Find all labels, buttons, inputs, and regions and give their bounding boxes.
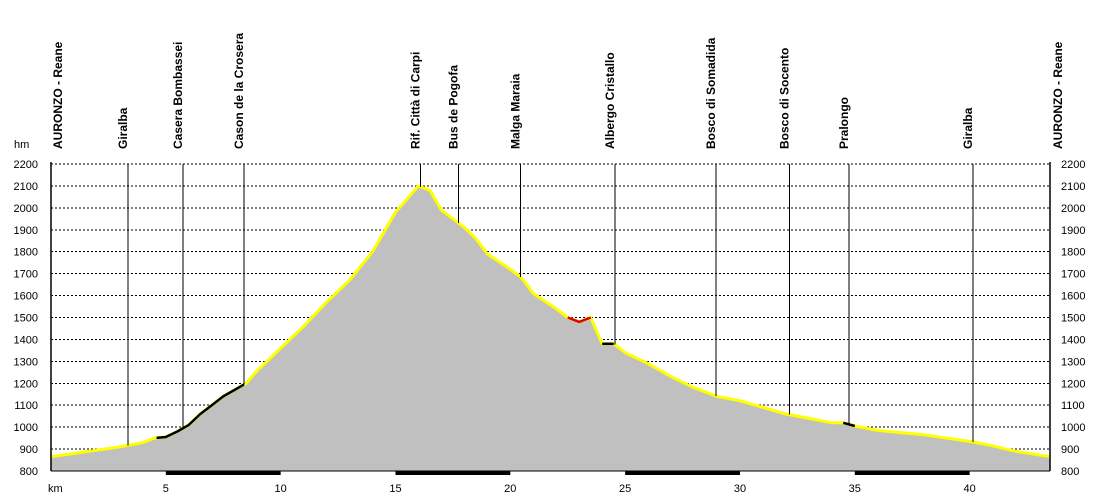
- y-tick-label-left: 1700: [14, 269, 38, 281]
- profile-line: [50, 184, 1051, 459]
- y-tick-label-right: 1100: [1061, 400, 1085, 412]
- y-tick-label-left: 1200: [14, 378, 38, 390]
- y-tick-label-right: 1600: [1061, 291, 1085, 303]
- y-tick-label-right: 2100: [1061, 181, 1085, 193]
- x-tick-label: 30: [734, 483, 746, 495]
- tick-labels: 800 800 900 900 1000 1000 1100 1100 1200 1200 1300…: [14, 159, 1086, 495]
- y-tick-label-right: 1900: [1061, 225, 1085, 237]
- y-tick-label-right: 900: [1061, 444, 1079, 456]
- waypoint-label: Albergo Cristallo: [603, 52, 617, 149]
- axes: hm km: [14, 139, 1051, 495]
- waypoint-label: Casera Bombassei: [171, 42, 185, 149]
- waypoint-label: AURONZO - Reane: [1051, 41, 1065, 149]
- profile-segment-black: [156, 383, 245, 440]
- km-scale-bar: [854, 471, 970, 475]
- waypoint-label: Bus de Pogofa: [447, 65, 461, 149]
- waypoint-label: Giralba: [961, 107, 975, 149]
- y-tick-label-left: 900: [20, 444, 38, 456]
- waypoint-label: AURONZO - Reane: [51, 41, 65, 149]
- y-tick-label-left: 1500: [14, 313, 38, 325]
- profile-area: [51, 185, 1050, 471]
- y-tick-label-right: 1200: [1061, 378, 1085, 390]
- y-tick-label-left: 2000: [14, 203, 38, 215]
- x-tick-label: 20: [504, 483, 516, 495]
- x-tick-label: 40: [963, 483, 975, 495]
- y-tick-label-left: 2100: [14, 181, 38, 193]
- km-scale-bar: [165, 471, 281, 475]
- y-tick-label-left: 2200: [14, 159, 38, 171]
- y-tick-label-left: 1900: [14, 225, 38, 237]
- y-tick-label-left: 1300: [14, 356, 38, 368]
- x-axis-label: km: [48, 483, 63, 495]
- y-tick-label-right: 1700: [1061, 269, 1085, 281]
- y-tick-label-right: 1400: [1061, 334, 1085, 346]
- y-tick-label-right: 1500: [1061, 313, 1085, 325]
- km-scale-bar: [395, 471, 511, 475]
- x-tick-label: 10: [275, 483, 287, 495]
- y-tick-label-right: 800: [1061, 466, 1079, 478]
- waypoint-label: Pralongo: [837, 97, 851, 149]
- y-tick-label-right: 1000: [1061, 422, 1085, 434]
- x-tick-label: 5: [163, 483, 169, 495]
- waypoint-label: Malga Maraia: [509, 73, 523, 149]
- km-scale-bar: [625, 471, 740, 475]
- y-tick-label-left: 1400: [14, 334, 38, 346]
- waypoint-label: Bosco di Socento: [777, 48, 791, 149]
- x-tick-label: 35: [849, 483, 861, 495]
- x-tick-label: 25: [619, 483, 631, 495]
- grid-lines: [51, 163, 1050, 472]
- waypoint-label: Cason de la Crosera: [232, 33, 246, 149]
- y-tick-label-right: 1300: [1061, 356, 1085, 368]
- profile-segment-red: [567, 316, 592, 324]
- y-tick-label-left: 1800: [14, 247, 38, 259]
- waypoint-label: Giralba: [116, 107, 130, 149]
- waypoint-label: Bosco di Somadida: [704, 37, 718, 149]
- y-tick-label-right: 2200: [1061, 159, 1085, 171]
- y-tick-label-right: 2000: [1061, 203, 1085, 215]
- waypoint-markers: AURONZO - Reane Giralba Casera Bombassei Ca…: [51, 33, 1065, 446]
- y-axis-label: hm: [14, 139, 29, 151]
- y-tick-label-left: 1100: [14, 400, 38, 412]
- y-tick-label-right: 1800: [1061, 247, 1085, 259]
- profile-fill: [51, 185, 1050, 471]
- y-tick-label-left: 1600: [14, 291, 38, 303]
- x-tick-label: 15: [389, 483, 401, 495]
- waypoint-label: Rif. Città di Carpi: [409, 52, 423, 149]
- y-tick-label-left: 800: [20, 466, 38, 478]
- y-tick-label-left: 1000: [14, 422, 38, 434]
